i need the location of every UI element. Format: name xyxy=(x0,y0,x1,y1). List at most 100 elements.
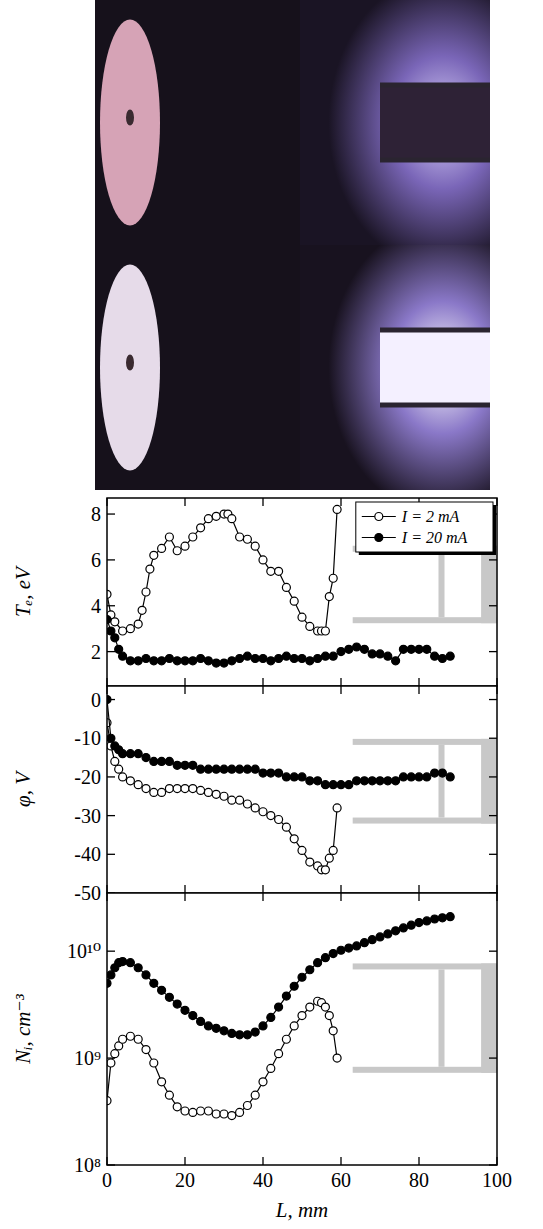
data-point xyxy=(220,1027,228,1035)
x-tick xyxy=(418,686,419,694)
data-point xyxy=(446,913,454,921)
data-point xyxy=(306,777,314,785)
data-point xyxy=(126,1032,134,1040)
data-point xyxy=(275,1050,283,1058)
series-line xyxy=(107,700,450,785)
data-point xyxy=(431,915,439,923)
data-point xyxy=(134,781,142,789)
y-tick xyxy=(107,513,115,514)
plot-frame xyxy=(107,498,497,686)
x-tick xyxy=(418,678,419,686)
data-point xyxy=(275,567,283,575)
data-point xyxy=(158,544,166,552)
data-point xyxy=(298,973,306,981)
data-point xyxy=(423,773,431,781)
data-point xyxy=(407,645,415,653)
data-point xyxy=(282,652,290,660)
y-tick xyxy=(107,605,115,606)
data-point xyxy=(259,556,267,564)
data-point xyxy=(438,914,446,922)
series-line xyxy=(107,917,450,1035)
x-tick-label: 100 xyxy=(482,1169,512,1191)
data-point xyxy=(329,781,337,789)
electrode-sketch xyxy=(353,739,497,824)
data-point xyxy=(158,986,166,994)
discharge-glow xyxy=(300,245,490,490)
data-point xyxy=(407,773,415,781)
data-point xyxy=(306,622,314,630)
electrode-wall xyxy=(353,963,497,969)
data-point xyxy=(119,627,127,635)
data-point xyxy=(119,750,127,758)
data-point xyxy=(204,1022,212,1030)
data-point xyxy=(212,512,220,520)
data-point xyxy=(251,1091,259,1099)
y-axis-title: Nᵢ, cm⁻³ xyxy=(11,993,35,1064)
electrode-wall xyxy=(380,403,490,408)
data-point xyxy=(275,815,283,823)
data-point xyxy=(290,835,298,843)
y-tick xyxy=(489,1057,497,1058)
data-point xyxy=(325,593,333,601)
y-tick xyxy=(489,776,497,777)
data-point xyxy=(368,936,376,944)
data-point xyxy=(134,964,142,972)
data-point xyxy=(204,657,212,665)
data-point xyxy=(119,652,127,660)
data-point xyxy=(290,597,298,605)
data-point xyxy=(197,524,205,532)
data-point xyxy=(384,652,392,660)
data-point xyxy=(134,1035,142,1043)
y-axis-title: φ, V xyxy=(11,770,35,807)
data-point xyxy=(298,613,306,621)
data-point xyxy=(275,769,283,777)
electrode-bottom xyxy=(439,745,445,818)
series-line xyxy=(107,723,337,870)
data-point xyxy=(337,648,345,656)
plot-frame xyxy=(107,686,497,893)
data-point xyxy=(111,1050,119,1058)
plot-background xyxy=(107,498,497,686)
x-axis-title: L, mm xyxy=(275,1198,329,1222)
data-point xyxy=(329,1027,337,1035)
data-point xyxy=(446,652,454,660)
data-point xyxy=(142,654,150,662)
data-point xyxy=(267,567,275,575)
y-tick-label: -20 xyxy=(74,766,101,788)
data-point xyxy=(126,959,134,967)
x-tick-label: 60 xyxy=(331,1169,351,1191)
x-tick xyxy=(184,885,185,893)
data-point xyxy=(290,773,298,781)
legend-marker xyxy=(375,534,383,542)
data-point xyxy=(111,618,119,626)
data-point xyxy=(360,777,368,785)
data-point xyxy=(314,959,322,967)
data-point xyxy=(204,515,212,523)
data-point xyxy=(243,1031,251,1039)
cathode-hole xyxy=(126,110,134,126)
data-point xyxy=(126,777,134,785)
data-point xyxy=(115,765,123,773)
data-point xyxy=(173,785,181,793)
discharge-glow xyxy=(300,0,490,245)
x-tick xyxy=(418,1157,419,1165)
data-point xyxy=(119,1035,127,1043)
data-point xyxy=(259,1022,267,1030)
series-line xyxy=(107,620,450,664)
data-point xyxy=(329,652,337,660)
data-point xyxy=(290,654,298,662)
data-point xyxy=(181,542,189,550)
y-tick xyxy=(489,951,497,952)
data-point xyxy=(251,1028,259,1036)
electrode-wall xyxy=(353,617,497,623)
data-point xyxy=(212,659,220,667)
data-point xyxy=(337,946,345,954)
x-tick xyxy=(340,678,341,686)
data-point xyxy=(243,1102,251,1110)
data-point xyxy=(392,927,400,935)
legend-label: I = 20 mA xyxy=(401,529,468,546)
data-point xyxy=(150,657,158,665)
y-tick xyxy=(489,559,497,560)
data-point xyxy=(306,858,314,866)
data-point xyxy=(189,761,197,769)
